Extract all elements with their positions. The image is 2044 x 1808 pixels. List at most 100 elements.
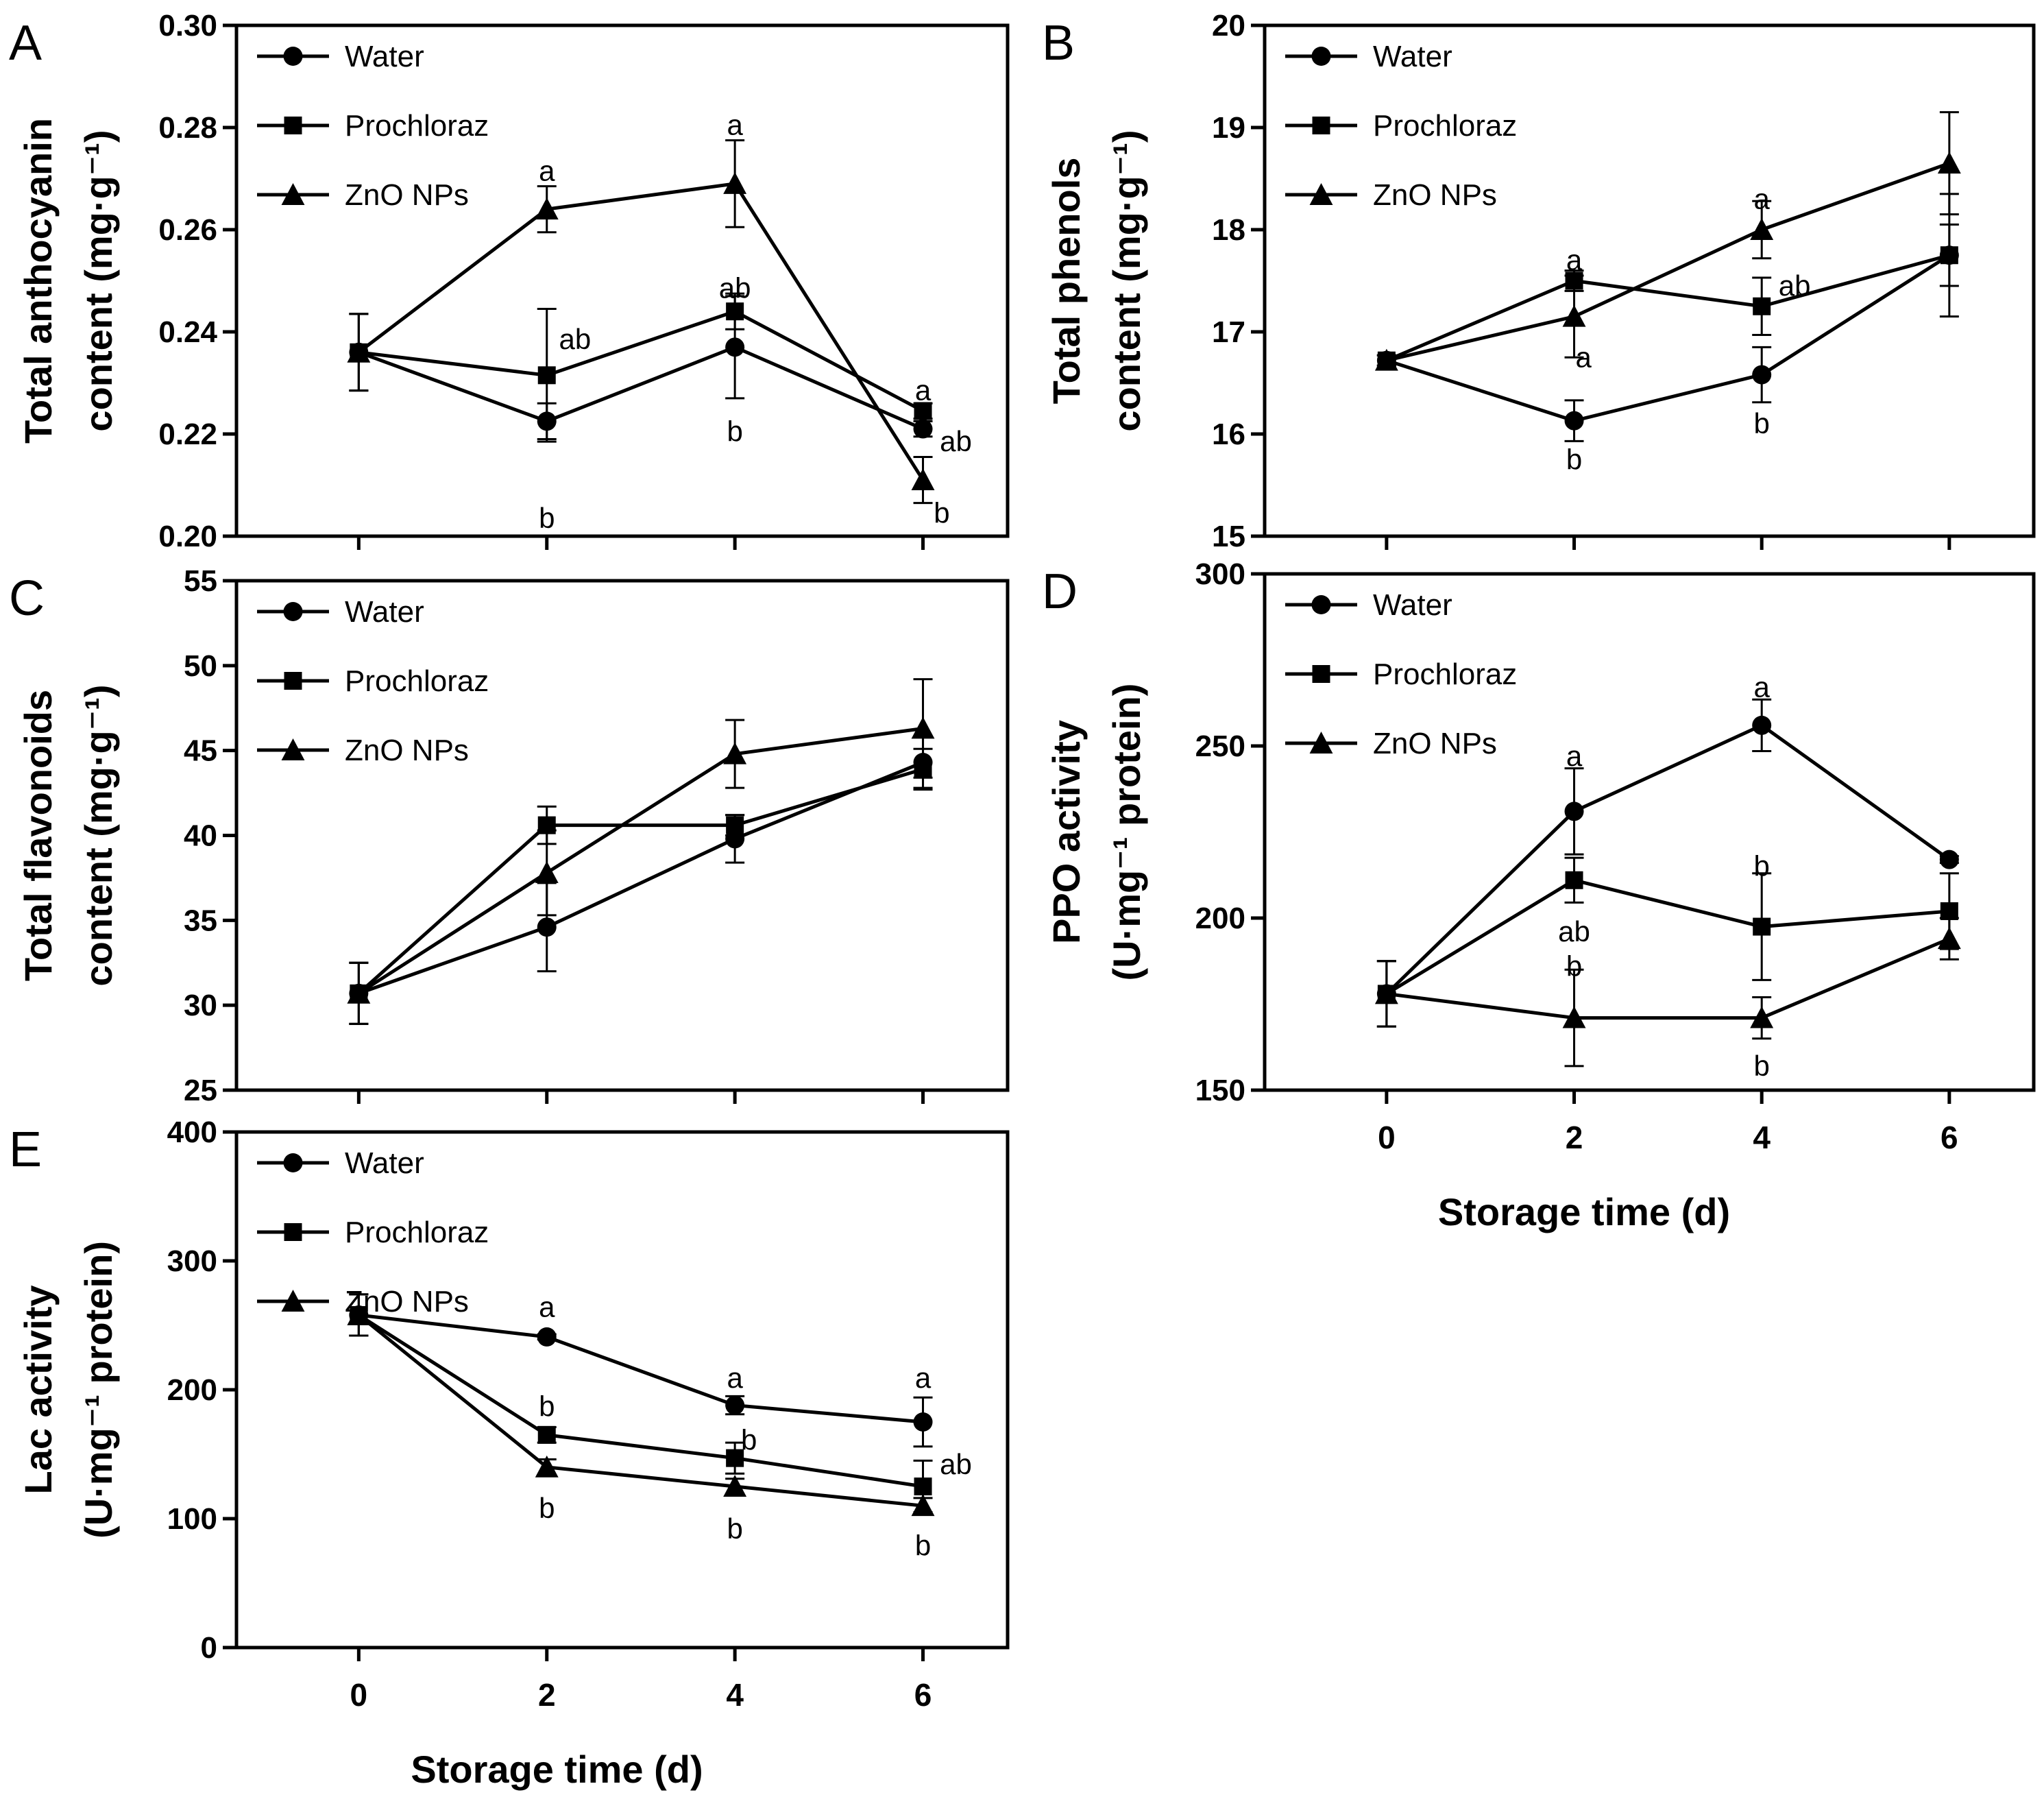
significance-letter: ab xyxy=(940,425,972,457)
significance-letter: b xyxy=(934,496,949,529)
significance-letter: b xyxy=(1754,1050,1770,1082)
significance-letter: b xyxy=(1566,443,1582,475)
series-line xyxy=(358,760,924,996)
y-axis-label: Total phenols xyxy=(1045,158,1088,405)
data-point-circle-marker xyxy=(913,419,933,439)
significance-letter: a xyxy=(1576,341,1592,373)
series-zno-nps xyxy=(347,139,935,505)
significance-letter: a xyxy=(727,1362,743,1394)
legend: Water Prochloraz ZnO NPs xyxy=(257,595,489,767)
significance-letter: b xyxy=(539,1492,555,1524)
y-tick-label: 30 xyxy=(184,989,217,1022)
legend-entry: Water xyxy=(345,40,424,73)
legend: Water Prochloraz ZnO NPs xyxy=(257,1146,489,1318)
significance-letter: a xyxy=(539,1291,555,1323)
y-tick-label: 0.20 xyxy=(158,520,217,553)
data-point-square-marker xyxy=(726,302,744,321)
legend-entry: Prochloraz xyxy=(345,109,489,143)
y-tick-label: 55 xyxy=(184,564,217,598)
legend-symbol-square-marker xyxy=(1312,117,1330,134)
significance-letter: b xyxy=(1754,850,1770,882)
data-point-square-marker xyxy=(1753,297,1771,315)
panel-d: D 150 200 250 300 0 2 4 6 Storage time (d) PPO act… xyxy=(1042,557,2036,1233)
data-point-triangle-marker xyxy=(535,1455,559,1478)
legend-entry: ZnO NPs xyxy=(345,734,469,767)
legend-entry: Water xyxy=(1373,588,1452,622)
data-point-triangle-marker xyxy=(535,861,559,883)
significance-letter: ab xyxy=(559,323,592,355)
panel-b: B 15 16 17 18 19 20 Total phenols content (mg·g⁻… xyxy=(1042,9,2036,553)
y-tick-label: 25 xyxy=(184,1074,217,1107)
series-prochloraz xyxy=(1376,224,1959,370)
series-zno-nps xyxy=(1374,111,1961,371)
legend-entry: Prochloraz xyxy=(345,1216,489,1249)
data-point-square-marker xyxy=(726,816,744,834)
data-point-circle-marker xyxy=(725,337,745,357)
legend-symbol-triangle-marker xyxy=(281,183,305,205)
data-point-circle-marker xyxy=(1752,715,1772,735)
panel-label: D xyxy=(1042,564,1078,619)
legend-symbol-square-marker xyxy=(284,117,302,134)
y-tick-label: 150 xyxy=(1195,1074,1245,1107)
significance-letter: a xyxy=(915,374,932,407)
panel-e: E 0 100 200 300 400 0 2 4 6 Storage time (d) Lac ac… xyxy=(9,1116,1010,1791)
data-point-triangle-marker xyxy=(1374,982,1398,1004)
x-tick-label: 6 xyxy=(914,1677,932,1713)
y-tick-label: 100 xyxy=(167,1502,217,1536)
y-tick-label: 0.26 xyxy=(158,213,217,247)
y-tick-label: 400 xyxy=(167,1116,217,1149)
series-line xyxy=(358,345,924,431)
significance-letter: b xyxy=(539,502,555,534)
significance-letter: a xyxy=(1754,182,1771,215)
plot-frame xyxy=(1263,572,2036,1092)
legend-symbol-circle-marker xyxy=(283,602,303,621)
y-tick-label: 0 xyxy=(201,1631,217,1665)
plot-frame xyxy=(234,579,1010,1092)
x-tick-label: 6 xyxy=(1940,1120,1958,1155)
data-point-circle-marker xyxy=(537,1327,557,1347)
data-point-square-marker xyxy=(1940,246,1958,265)
legend-symbol-triangle-marker xyxy=(1309,183,1333,205)
legend-symbol-square-marker xyxy=(284,1223,302,1241)
data-point-triangle-marker xyxy=(1937,927,1961,950)
series-zno-nps xyxy=(1374,917,1961,1068)
data-point-circle-marker xyxy=(1939,849,1959,869)
data-point-triangle-marker xyxy=(1374,348,1398,371)
y-axis-label: (U·mg⁻¹ protein) xyxy=(77,1241,120,1539)
significance-letter: a xyxy=(1566,740,1583,772)
x-axis-label: Storage time (d) xyxy=(411,1748,703,1791)
plot-frame xyxy=(234,23,1010,538)
x-tick-label: 0 xyxy=(350,1677,368,1713)
data-point-square-marker xyxy=(537,1425,556,1444)
series-prochloraz xyxy=(1376,856,1959,1028)
series-line xyxy=(1385,723,1951,996)
series-line xyxy=(358,1313,923,1488)
y-axis-label: PPO activity xyxy=(1045,720,1088,944)
significance-letter: a xyxy=(1754,671,1771,703)
y-axis-label: content (mg·g⁻¹) xyxy=(77,130,120,431)
series-line xyxy=(357,767,924,995)
panel-c: C 25 30 35 40 45 50 55 Total flavonoids content (… xyxy=(9,564,1010,1107)
significance-letter: a xyxy=(727,108,743,141)
data-point-triangle-marker xyxy=(1750,1006,1774,1028)
plot-frame xyxy=(1263,23,2036,538)
legend-symbol-square-marker xyxy=(284,672,302,690)
legend-symbol-circle-marker xyxy=(1311,595,1331,614)
legend-entry: Water xyxy=(1373,40,1452,73)
data-point-triangle-marker xyxy=(1562,304,1586,327)
x-tick-label: 4 xyxy=(1753,1120,1771,1155)
panel-label: A xyxy=(9,16,42,71)
data-point-square-marker xyxy=(1565,871,1583,889)
series-line xyxy=(1385,253,1950,363)
y-tick-label: 200 xyxy=(1195,902,1245,935)
significance-letter: b xyxy=(741,1423,757,1456)
y-tick-label: 0.28 xyxy=(158,111,217,145)
data-point-square-marker xyxy=(914,1478,932,1495)
y-tick-label: 300 xyxy=(1195,557,1245,591)
x-tick-label: 4 xyxy=(726,1677,744,1713)
data-point-triangle-marker xyxy=(535,197,559,220)
data-point-triangle-marker xyxy=(911,1494,935,1517)
data-point-triangle-marker xyxy=(347,981,371,1004)
data-point-circle-marker xyxy=(725,1395,745,1415)
legend: Water Prochloraz ZnO NPs xyxy=(257,40,489,212)
